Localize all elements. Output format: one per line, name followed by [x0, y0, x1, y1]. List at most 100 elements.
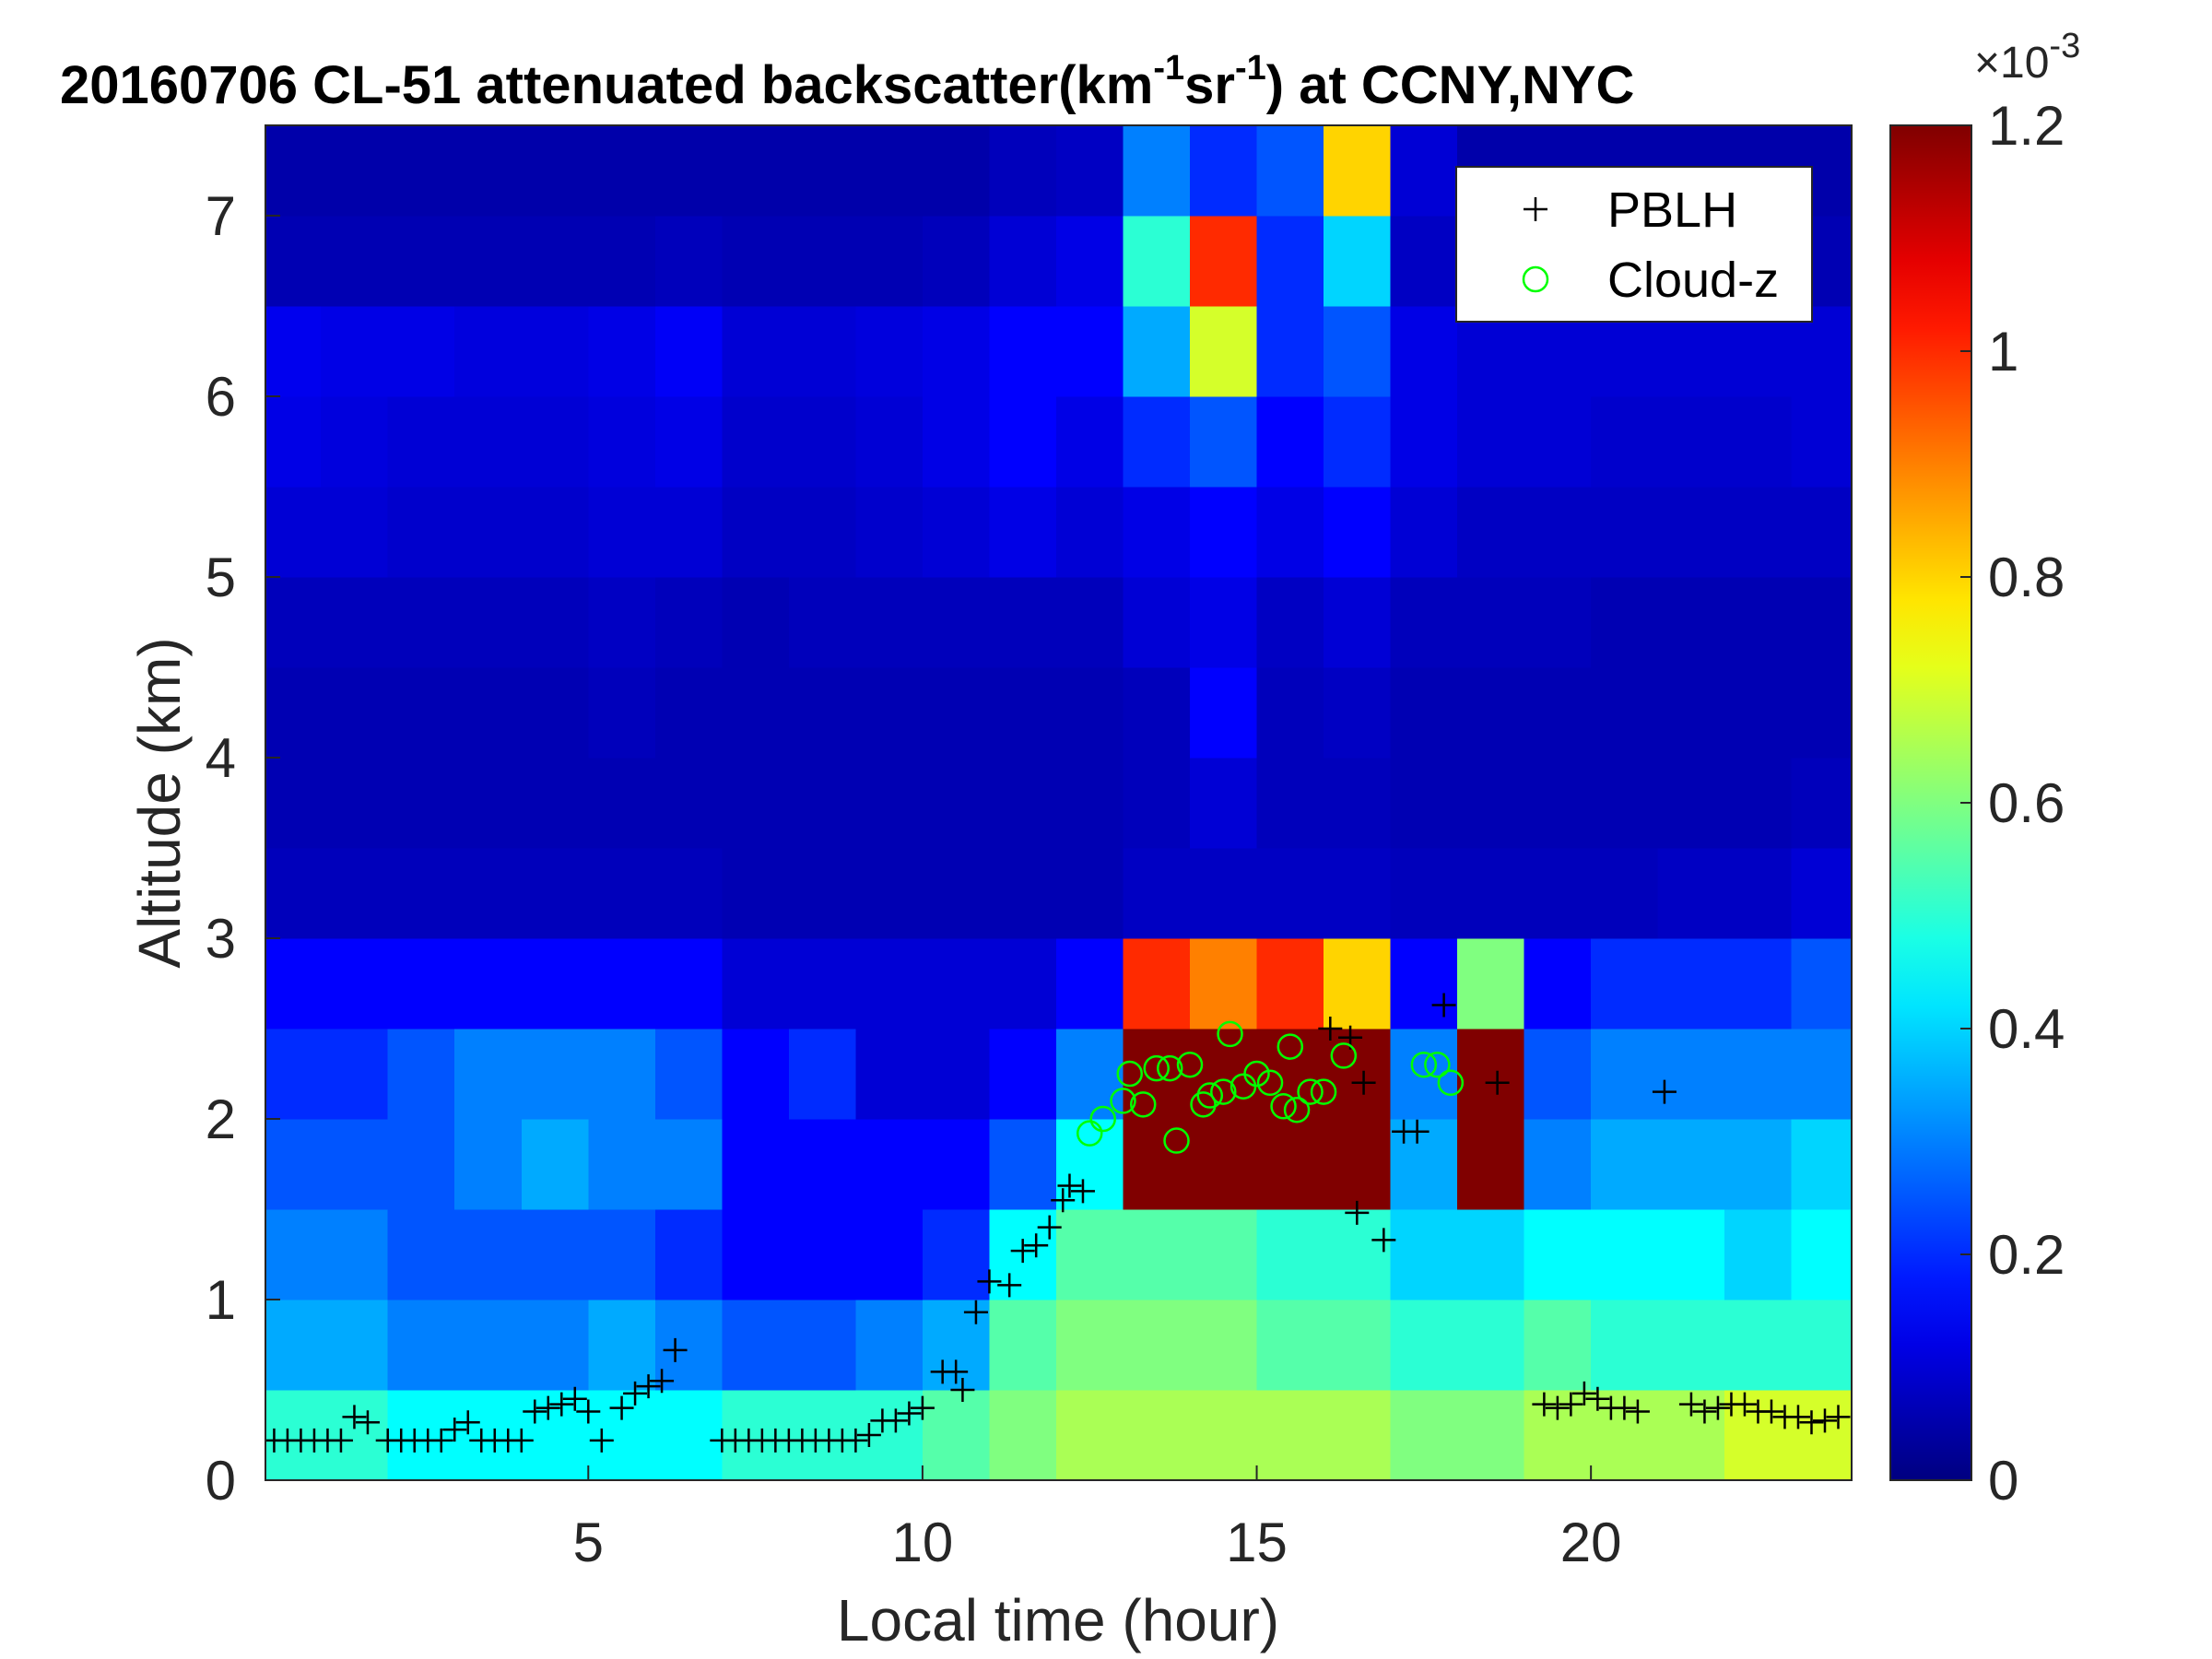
pblh-point: [1732, 1392, 1757, 1417]
heat-cell: [1457, 758, 1525, 849]
heat-cell: [1190, 1300, 1258, 1391]
heat-cell: [1256, 396, 1324, 488]
heat-cell: [654, 848, 723, 939]
heat-cell: [454, 1300, 523, 1391]
heat-cell: [1657, 577, 1725, 668]
heat-cell: [321, 577, 389, 668]
cloud-point: [1176, 1051, 1204, 1078]
heat-cell: [1324, 667, 1392, 759]
heat-cell: [922, 306, 990, 397]
heat-cell: [1524, 487, 1592, 578]
heat-cell: [1524, 667, 1592, 759]
title-superscript: -1: [1153, 49, 1184, 88]
heat-cell: [989, 1300, 1057, 1391]
heat-cell: [1591, 396, 1659, 488]
heat-cell: [654, 1209, 723, 1300]
heat-cell: [1256, 848, 1324, 939]
cloud-point: [1310, 1078, 1337, 1105]
heat-cell: [265, 1029, 322, 1120]
heat-cell: [321, 848, 389, 939]
heat-cell: [1190, 487, 1258, 578]
heat-cell: [1591, 487, 1659, 578]
heat-cell: [855, 396, 924, 488]
heat-cell: [855, 1209, 924, 1300]
pblh-point: [1037, 1215, 1062, 1240]
heat-cell: [1457, 577, 1525, 668]
heat-cell: [265, 487, 322, 578]
heat-cell: [1591, 1119, 1659, 1210]
heat-cell: [321, 758, 389, 849]
pblh-point: [1759, 1399, 1783, 1424]
heat-cell: [1256, 487, 1324, 578]
heat-cell: [1524, 577, 1592, 668]
heat-cell: [1791, 396, 1852, 488]
heat-cell: [588, 667, 656, 759]
pblh-point: [663, 1337, 688, 1362]
pblh-point: [509, 1428, 534, 1453]
heat-cell: [1324, 487, 1392, 578]
heat-cell: [321, 396, 389, 488]
heat-cell: [922, 487, 990, 578]
heat-cell: [1256, 306, 1324, 397]
heat-cell: [1256, 125, 1324, 217]
heat-cell: [1724, 667, 1793, 759]
pblh-point: [1057, 1173, 1082, 1198]
heat-cell: [454, 1209, 523, 1300]
heat-cell: [387, 577, 455, 668]
heat-cell: [1055, 938, 1124, 1030]
y-tick-label: 5: [206, 547, 236, 608]
pblh-point: [355, 1410, 380, 1435]
colorbar-tick-label: 0: [1988, 1450, 2018, 1512]
cloud-point: [1410, 1051, 1438, 1078]
colorbar-tick-label: 0.6: [1988, 772, 2065, 834]
pblh-point: [1070, 1179, 1095, 1204]
cloud-point: [1163, 1127, 1190, 1154]
heat-cell: [1324, 1390, 1392, 1480]
pblh-point: [843, 1428, 868, 1453]
heat-cell: [1390, 1390, 1458, 1480]
pblh-point: [1010, 1239, 1035, 1264]
heat-cell: [454, 758, 523, 849]
heat-cell: [1657, 487, 1725, 578]
heat-cell: [1256, 1209, 1324, 1300]
heat-cell: [1457, 1390, 1525, 1480]
heat-cell: [1657, 1029, 1725, 1120]
heat-cell: [1256, 758, 1324, 849]
heat-cell: [1055, 1209, 1124, 1300]
heat-cell: [588, 216, 656, 307]
heat-cell: [1256, 1029, 1324, 1120]
heat-cell: [855, 487, 924, 578]
heat-cell: [1724, 396, 1793, 488]
pblh-point: [1431, 993, 1456, 1018]
heat-cell: [265, 125, 322, 217]
heat-cell: [1657, 938, 1725, 1030]
heat-cell: [321, 667, 389, 759]
heat-cell: [922, 1209, 990, 1300]
cloud-point: [1424, 1051, 1451, 1078]
colorbar-tick-label: 0.8: [1988, 547, 2065, 608]
heat-cell: [387, 1390, 455, 1480]
heat-cell: [387, 487, 455, 578]
heat-cell: [855, 577, 924, 668]
pblh-point: [997, 1273, 1022, 1298]
colorbar-tick-label: 1.2: [1988, 95, 2065, 157]
heat-cell: [387, 1029, 455, 1120]
heat-cell: [788, 216, 856, 307]
heat-cell: [1123, 1209, 1191, 1300]
heat-cell: [855, 125, 924, 217]
heat-cell: [788, 1029, 856, 1120]
heat-cell: [788, 667, 856, 759]
heat-cell: [454, 1119, 523, 1210]
pblh-point: [977, 1269, 1002, 1294]
heat-cell: [788, 1390, 856, 1480]
heat-cell: [454, 848, 523, 939]
pblh-point: [1585, 1386, 1610, 1411]
heat-cell: [722, 1209, 790, 1300]
heat-cell: [1791, 577, 1852, 668]
heat-cell: [722, 1390, 790, 1480]
x-tick-label: 20: [1560, 1512, 1622, 1573]
heatmap: [265, 125, 1852, 1480]
pblh-point: [1705, 1395, 1730, 1420]
x-tick-label: 10: [892, 1512, 954, 1573]
